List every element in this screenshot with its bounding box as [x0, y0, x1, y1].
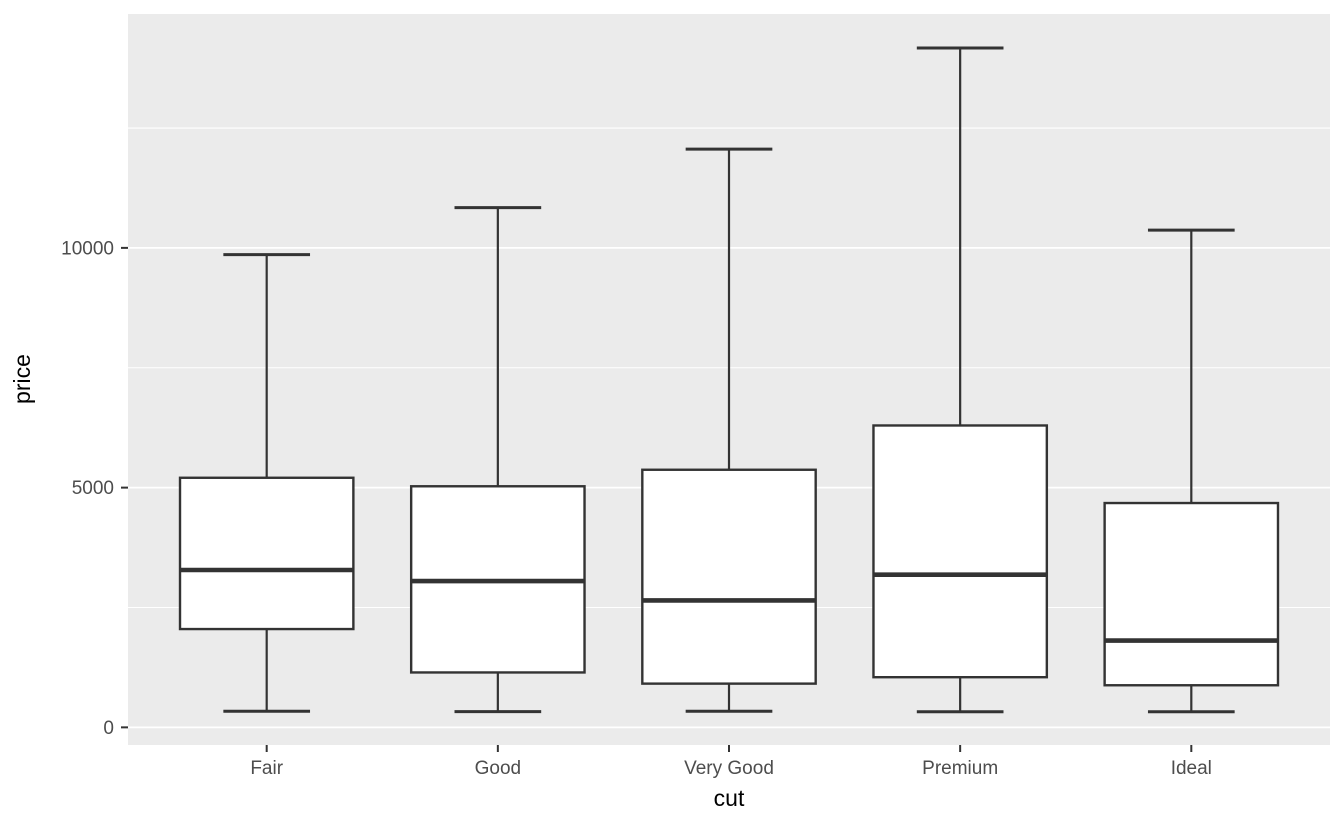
- x-tick-label: Ideal: [1171, 758, 1212, 779]
- y-tick-label: 0: [103, 718, 114, 739]
- boxplot-box: [872, 424, 1049, 679]
- y-axis-title: price: [9, 354, 35, 404]
- x-tick-label: Good: [475, 758, 521, 779]
- x-axis-title: cut: [714, 785, 745, 811]
- boxplot-box: [641, 468, 817, 685]
- axes-group: 0 5000 10000 Fair Good Very Good Premium Ideal: [61, 238, 1212, 779]
- y-tick-label: 5000: [72, 478, 114, 499]
- boxplot-box: [178, 476, 355, 631]
- x-tick-label: Fair: [250, 758, 283, 779]
- boxes-group: [178, 46, 1280, 714]
- y-tick-label: 10000: [61, 238, 114, 259]
- x-tick-label: Premium: [922, 758, 998, 779]
- boxplot-box: [1103, 501, 1280, 687]
- x-tick-label: Very Good: [684, 758, 774, 779]
